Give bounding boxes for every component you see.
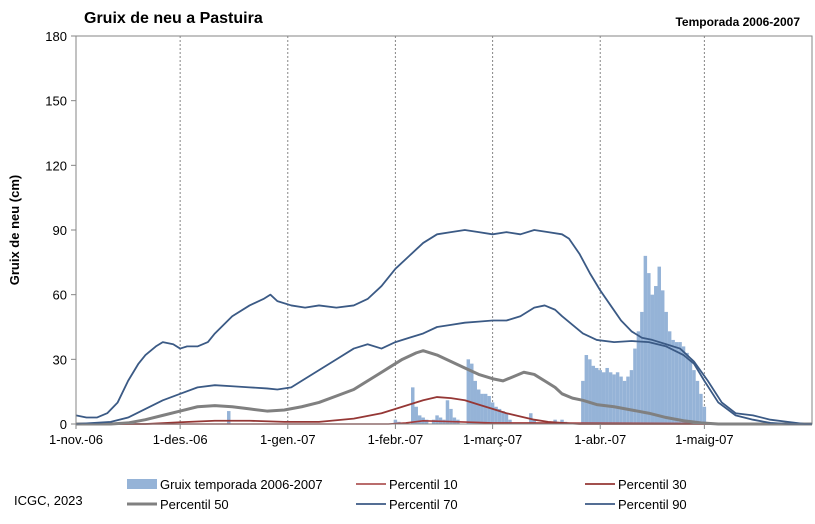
legend-label: Percentil 90 — [618, 497, 687, 512]
snow-depth-bar — [532, 419, 536, 424]
snow-depth-bar — [595, 367, 599, 424]
y-tick-label: 0 — [60, 417, 67, 432]
vertical-gridlines — [179, 36, 705, 424]
legend-label: Percentil 70 — [389, 497, 458, 512]
chart-title: Gruix de neu a Pastuira — [84, 10, 263, 27]
legend-label: Percentil 30 — [618, 477, 687, 492]
snow-depth-bar — [466, 359, 471, 424]
snow-depth-bar — [445, 400, 450, 424]
legend-label: Gruix temporada 2006-2007 — [160, 477, 323, 492]
snow-depth-bar — [449, 408, 453, 424]
y-tick-label: 60 — [53, 288, 67, 303]
series-line-percentil-70 — [75, 304, 812, 425]
x-tick-label: 1-febr.-07 — [368, 432, 424, 447]
y-axis-ticks: 0 30 60 90 120 150 180 — [45, 29, 76, 432]
credit-text: ICGC, 2023 — [14, 493, 83, 508]
snow-depth-bar — [494, 406, 498, 424]
legend-label: Percentil 10 — [389, 477, 458, 492]
legend-swatch — [127, 479, 157, 489]
snow-depth-bar — [692, 370, 696, 424]
snow-depth-bar — [417, 415, 422, 424]
snow-depth-bar — [664, 311, 668, 424]
snow-depth-bar — [643, 255, 648, 424]
snow-depth-bar — [608, 372, 613, 424]
y-axis-label: Gruix de neu (cm) — [7, 175, 22, 286]
snow-depth-bar — [508, 419, 512, 424]
snow-depth-bar — [605, 367, 609, 424]
snow-depth-bar — [501, 411, 505, 424]
legend: Gruix temporada 2006-2007 Percentil 10 Per… — [127, 477, 687, 512]
x-tick-label: 1-nov.-06 — [49, 432, 103, 447]
snow-depth-bar — [681, 346, 686, 424]
snow-depth-bar — [470, 363, 474, 424]
snow-depth-bar — [626, 376, 630, 424]
x-tick-label: 1-des.-06 — [153, 432, 208, 447]
y-tick-label: 90 — [53, 223, 67, 238]
snow-depth-bar — [601, 372, 606, 424]
snow-depth-bar — [584, 355, 589, 424]
percentile-lines — [75, 229, 813, 426]
plot-area-frame — [75, 35, 813, 425]
legend-label: Percentil 50 — [160, 497, 229, 512]
snow-depth-bar — [435, 415, 439, 424]
snow-depth-bar — [619, 376, 623, 424]
snow-depth-bar — [615, 372, 620, 424]
snow-depth-bar — [227, 411, 231, 424]
snow-depth-bar — [629, 370, 634, 424]
snow-depth-bar — [640, 311, 644, 424]
snow-depth-bar — [490, 402, 495, 424]
snow-depth-bar — [688, 359, 693, 424]
snow-depth-bar — [424, 419, 429, 424]
series-line-percentil-90 — [75, 229, 812, 425]
snow-depth-bar — [598, 370, 602, 424]
snow-depth-bar — [671, 339, 675, 424]
snow-depth-bar — [702, 406, 707, 424]
snow-depth-bar — [504, 413, 509, 424]
y-tick-label: 180 — [45, 29, 67, 44]
snow-depth-bar — [647, 273, 651, 424]
snow-depth-bar — [678, 342, 682, 424]
snow-depth-bar — [622, 380, 627, 424]
snow-depth-bar — [487, 395, 491, 424]
snow-depth-bar — [483, 393, 488, 424]
snow-depth-bar — [473, 380, 477, 424]
snow-depth-bar — [414, 406, 418, 424]
snow-depth-bar — [654, 286, 658, 424]
y-tick-label: 30 — [53, 352, 67, 367]
chart-subtitle: Temporada 2006-2007 — [675, 15, 800, 29]
snow-depth-bar — [476, 389, 481, 424]
y-tick-label: 120 — [45, 158, 67, 173]
series-line-percentil-50 — [76, 349, 812, 426]
snow-depth-bar — [588, 359, 592, 424]
snow-depth-bar — [591, 365, 596, 424]
snow-depth-bar — [452, 417, 457, 424]
snow-depth-bar — [480, 393, 484, 424]
snow-depth-bar — [695, 380, 700, 424]
snow-depth-bar — [560, 419, 564, 424]
snow-depth-bar — [633, 348, 637, 424]
snow-depth-bar — [674, 342, 679, 424]
snow-depth-bar — [612, 374, 616, 424]
snow-depth-bar — [667, 331, 672, 424]
snow-depth-bar — [497, 408, 502, 424]
snow-depth-bar — [581, 380, 585, 424]
snow-depth-bar — [393, 419, 398, 424]
series-line-percentil-30 — [76, 396, 812, 425]
x-tick-label: 1-març-07 — [463, 432, 522, 447]
x-tick-label: 1-gen.-07 — [260, 432, 316, 447]
y-tick-label: 150 — [45, 94, 67, 109]
x-tick-label: 1-abr.-07 — [574, 432, 626, 447]
snow-depth-bar — [699, 393, 703, 424]
snow-depth-bar — [685, 352, 689, 424]
snow-depth-bar — [411, 387, 415, 424]
x-tick-label: 1-maig-07 — [675, 432, 734, 447]
x-axis-ticks: 1-nov.-06 1-des.-06 1-gen.-07 1-febr.-07 1-m… — [49, 424, 734, 447]
snow-depth-bar — [650, 294, 655, 424]
snow-depth-bar — [660, 290, 665, 424]
snow-depth-bar — [636, 331, 641, 424]
